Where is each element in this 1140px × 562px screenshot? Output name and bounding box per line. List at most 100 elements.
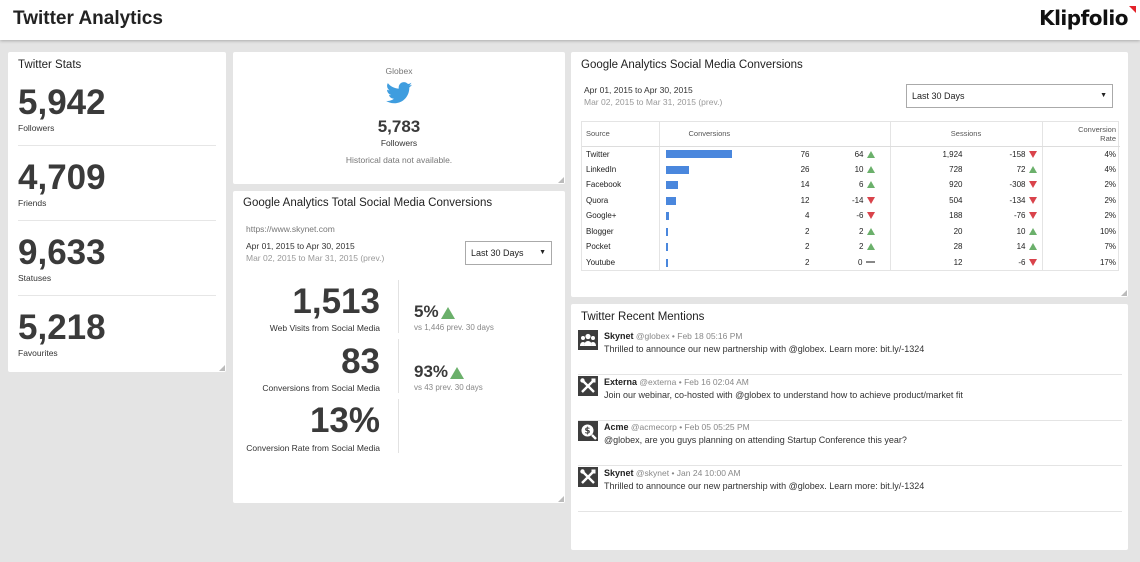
cell-rate: 7%	[1104, 242, 1116, 252]
trend-down-icon	[1028, 212, 1037, 220]
conversions-value: 26	[800, 164, 810, 174]
cell-source: Blogger	[582, 223, 660, 239]
sessions-value: 504	[949, 195, 963, 205]
site-url[interactable]: https://www.skynet.com	[246, 224, 335, 234]
cell-source: Twitter	[582, 146, 660, 162]
cell-sessions: 728 72	[890, 161, 1043, 177]
cell-source: Google+	[582, 208, 660, 224]
app-header: Twitter Analytics Klipfolio	[0, 0, 1140, 40]
mention-item[interactable]: $ Acme @acmecorp • Feb 05 05:25 PM @globex…	[578, 421, 1122, 466]
sessions-change: -308	[981, 180, 1037, 189]
twitter-stats-panel: Twitter Stats 5,942 Followers 4,709 Frie…	[8, 52, 226, 372]
cell-sessions: 28 14	[890, 239, 1043, 255]
conversion-bar	[665, 181, 678, 190]
mention-author[interactable]: Skynet	[604, 467, 634, 478]
cell-sessions: 1,924 -158	[890, 146, 1043, 162]
trend-down-icon	[1028, 258, 1037, 266]
table-row: Youtube 2 0 12 -6 17%	[582, 254, 1120, 270]
sessions-value: 920	[949, 180, 963, 189]
cell-sessions: 920 -308	[890, 177, 1043, 193]
col-conversions[interactable]: Conversions	[659, 122, 891, 147]
trend-up-icon	[1028, 165, 1037, 173]
sessions-value: 20	[953, 226, 963, 236]
trend-down-icon	[1028, 150, 1037, 158]
cell-source: Facebook	[582, 177, 660, 193]
mention-author[interactable]: Externa	[604, 376, 638, 387]
mention-author[interactable]: Skynet	[604, 331, 634, 341]
conversions-change: 2	[830, 242, 875, 251]
cell-sessions: 20 10	[890, 223, 1043, 239]
col-sessions[interactable]: Sessions	[890, 122, 1043, 147]
table-row: Quora 12 -14 504 -134 2%	[582, 192, 1120, 208]
prev-date-range: Mar 02, 2015 to Mar 31, 2015 (prev.)	[584, 97, 723, 107]
conversions-change: 0	[830, 258, 875, 267]
mention-header: Skynet @globex • Feb 18 05:16 PM	[604, 331, 742, 341]
mention-header: Externa @externa • Feb 16 02:04 AM	[604, 377, 749, 387]
mention-author[interactable]: Acme	[604, 422, 629, 432]
mention-meta: @globex • Feb 18 05:16 PM	[635, 331, 743, 341]
sessions-value: 12	[953, 257, 963, 267]
cell-sessions: 188 -76	[890, 208, 1043, 224]
cell-conversions: 26 10	[659, 161, 891, 177]
sessions-value: 188	[949, 211, 963, 220]
money-icon[interactable]: $	[578, 421, 598, 441]
mention-item[interactable]: Externa @externa • Feb 16 02:04 AM Join o…	[578, 375, 1122, 421]
twitter-bird-icon	[386, 82, 412, 106]
sessions-change: -76	[981, 211, 1037, 220]
mention-text: Join our webinar, co-hosted with @globex…	[604, 389, 963, 400]
mention-item[interactable]: Skynet @globex • Feb 18 05:16 PM Thrilled…	[578, 330, 1122, 375]
cell-conversions: 76 64	[659, 146, 891, 162]
divider	[398, 339, 399, 393]
account-name: Globex	[385, 66, 413, 76]
cell-conversions: 4 -6	[659, 208, 891, 224]
social-conversions-panel: Google Analytics Social Media Conversion…	[571, 52, 1128, 297]
sessions-change: -158	[981, 150, 1037, 159]
col-source[interactable]: Source	[582, 122, 660, 147]
resize-handle[interactable]	[558, 177, 564, 183]
mention-item[interactable]: Skynet @skynet • Jan 24 10:00 AM Thrilled…	[578, 466, 1122, 512]
sessions-change: 14	[981, 242, 1037, 251]
date-range: Apr 01, 2015 to Apr 30, 2015	[246, 241, 355, 251]
followers-value: 5,783	[377, 117, 421, 136]
cell-rate: 2%	[1104, 180, 1116, 190]
sessions-change: 72	[981, 165, 1037, 174]
conversions-value: 2	[805, 226, 810, 236]
page-title: Twitter Analytics	[13, 8, 163, 29]
sessions-change: -134	[981, 196, 1037, 205]
kpi-conversions-change: 93%	[414, 362, 465, 382]
conversions-value: 4	[805, 211, 810, 220]
tools-icon[interactable]	[578, 375, 598, 396]
trend-down-icon	[1028, 181, 1037, 189]
cell-rate: 10%	[1099, 226, 1116, 236]
period-dropdown[interactable]: Last 30 Days ▼	[906, 84, 1113, 108]
resize-handle[interactable]	[219, 365, 225, 371]
kpi-conversions-label: Conversions from Social Media	[262, 383, 380, 393]
kpi-rate-label: Conversion Rate from Social Media	[246, 443, 380, 453]
cell-sessions: 12 -6	[890, 254, 1043, 270]
mention-text: @globex, are you guys planning on attend…	[604, 435, 907, 445]
mention-header: Skynet @skynet • Jan 24 10:00 AM	[604, 468, 741, 478]
period-dropdown[interactable]: Last 30 Days ▼	[465, 241, 552, 265]
tools-icon[interactable]	[578, 466, 598, 487]
people-icon[interactable]	[578, 330, 598, 350]
sessions-change: 10	[981, 227, 1037, 236]
kpi-web-visits-prev: vs 1,446 prev. 30 days	[414, 323, 494, 332]
divider	[398, 280, 399, 333]
resize-handle[interactable]	[558, 496, 564, 502]
cell-rate: 17%	[1099, 257, 1116, 267]
recent-mentions-panel: Twitter Recent Mentions Skynet @globex •…	[571, 304, 1128, 550]
conversion-bar	[665, 196, 676, 205]
date-range: Apr 01, 2015 to Apr 30, 2015	[584, 85, 693, 95]
trend-down-icon	[866, 196, 875, 204]
kpi-conversions-prev: vs 43 prev. 30 days	[414, 383, 483, 392]
klipfolio-logo[interactable]: Klipfolio	[1039, 6, 1136, 30]
kpi-web-visits-change: 5%	[414, 302, 455, 322]
resize-handle[interactable]	[1121, 290, 1127, 296]
trend-up-icon	[866, 227, 875, 235]
mention-meta: @skynet • Jan 24 10:00 AM	[635, 467, 741, 478]
mention-text: Thrilled to announce our new partnership…	[604, 344, 925, 354]
col-rate[interactable]: Conversion Rate	[1042, 122, 1120, 147]
trend-up-icon	[1028, 227, 1037, 235]
